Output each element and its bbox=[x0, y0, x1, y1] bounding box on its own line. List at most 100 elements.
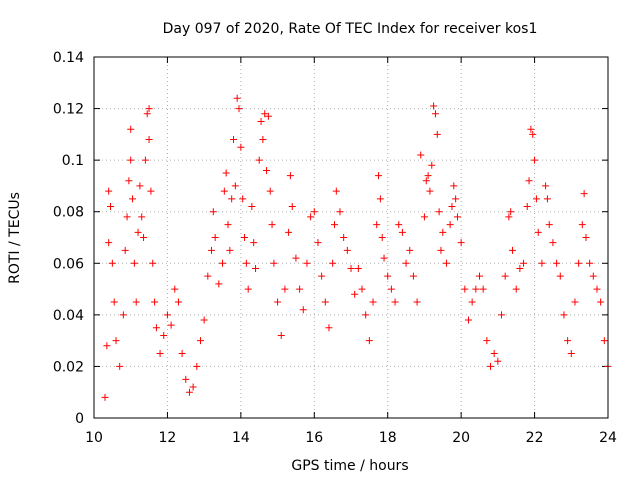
data-point bbox=[255, 156, 263, 164]
data-point bbox=[330, 221, 338, 229]
data-point bbox=[545, 221, 553, 229]
data-point bbox=[285, 228, 293, 236]
data-point bbox=[215, 280, 223, 288]
data-point bbox=[329, 259, 337, 267]
data-point bbox=[105, 187, 113, 195]
data-point bbox=[105, 239, 113, 247]
y-tick-label: 0.12 bbox=[53, 102, 84, 118]
data-point bbox=[553, 259, 561, 267]
data-point bbox=[268, 221, 276, 229]
data-point bbox=[347, 264, 355, 272]
data-point bbox=[527, 125, 535, 133]
data-point bbox=[200, 316, 208, 324]
data-point bbox=[375, 172, 383, 180]
data-point bbox=[512, 285, 520, 293]
data-points bbox=[101, 94, 612, 401]
data-point bbox=[230, 136, 238, 144]
data-point bbox=[509, 246, 517, 254]
data-point bbox=[380, 254, 388, 262]
data-point bbox=[147, 187, 155, 195]
data-point bbox=[365, 337, 373, 345]
x-tick-label: 22 bbox=[526, 430, 544, 446]
data-point bbox=[543, 195, 551, 203]
data-point bbox=[182, 375, 190, 383]
data-point bbox=[343, 246, 351, 254]
data-point bbox=[145, 136, 153, 144]
data-point bbox=[108, 259, 116, 267]
data-point bbox=[174, 298, 182, 306]
data-point bbox=[252, 264, 260, 272]
data-point bbox=[112, 337, 120, 345]
data-point bbox=[384, 272, 392, 280]
data-point bbox=[586, 259, 594, 267]
data-point bbox=[430, 102, 438, 110]
data-point bbox=[483, 337, 491, 345]
data-point bbox=[119, 311, 127, 319]
data-point bbox=[263, 166, 271, 174]
data-point bbox=[116, 362, 124, 370]
data-point bbox=[219, 259, 226, 267]
data-point bbox=[534, 228, 542, 236]
data-point bbox=[529, 130, 537, 138]
data-point bbox=[204, 272, 212, 280]
data-point bbox=[318, 272, 326, 280]
data-point bbox=[107, 203, 115, 211]
data-point bbox=[140, 234, 148, 241]
data-point bbox=[134, 228, 142, 236]
x-tick-label: 18 bbox=[379, 430, 397, 446]
y-tick-label: 0.1 bbox=[62, 153, 84, 169]
data-point bbox=[132, 298, 140, 306]
data-point bbox=[476, 272, 483, 280]
data-point bbox=[433, 130, 441, 138]
data-point bbox=[141, 156, 149, 164]
data-point bbox=[145, 105, 153, 113]
data-point bbox=[123, 213, 131, 221]
data-point bbox=[121, 246, 129, 254]
x-tick-label: 10 bbox=[85, 430, 103, 446]
data-point bbox=[239, 195, 247, 203]
data-point bbox=[189, 383, 197, 391]
data-point bbox=[351, 290, 359, 298]
data-point bbox=[231, 182, 239, 190]
data-point bbox=[589, 272, 597, 280]
y-tick-label: 0.04 bbox=[53, 308, 84, 324]
data-point bbox=[259, 136, 267, 144]
y-axis-label: ROTI / TECUs bbox=[7, 192, 23, 284]
data-point bbox=[303, 259, 311, 267]
data-point bbox=[211, 234, 219, 241]
data-point bbox=[101, 393, 109, 401]
data-point bbox=[578, 221, 586, 229]
data-point bbox=[417, 151, 425, 159]
x-tick-label: 16 bbox=[305, 430, 323, 446]
data-point bbox=[235, 105, 243, 113]
data-point bbox=[270, 259, 278, 267]
data-point bbox=[237, 143, 245, 151]
data-point bbox=[406, 246, 414, 254]
data-point bbox=[257, 117, 265, 125]
data-point bbox=[220, 187, 228, 195]
data-point bbox=[461, 285, 469, 293]
data-point bbox=[127, 156, 135, 164]
data-point bbox=[325, 324, 333, 332]
data-point bbox=[167, 321, 175, 329]
data-point bbox=[452, 195, 460, 203]
data-point bbox=[307, 213, 315, 221]
data-point bbox=[448, 203, 456, 211]
plot-frame bbox=[93, 56, 609, 419]
data-point bbox=[196, 337, 204, 345]
y-tick-label: 0.08 bbox=[53, 205, 84, 221]
data-point bbox=[125, 177, 133, 185]
data-point bbox=[395, 221, 403, 229]
x-tick-label: 14 bbox=[232, 430, 250, 446]
data-point bbox=[130, 259, 138, 267]
data-point bbox=[507, 208, 515, 216]
data-point bbox=[542, 182, 550, 190]
data-point bbox=[143, 110, 151, 118]
data-point bbox=[600, 337, 608, 345]
data-point bbox=[138, 213, 146, 221]
data-point bbox=[178, 350, 186, 358]
axis-ticks: 10 12 14 16 18 20 22 24 0 0.02 0.04 0.06 0.08 0.1 0.12… bbox=[53, 50, 617, 446]
y-tick-label: 0.14 bbox=[53, 50, 84, 66]
data-point bbox=[321, 298, 329, 306]
grid bbox=[94, 57, 608, 418]
